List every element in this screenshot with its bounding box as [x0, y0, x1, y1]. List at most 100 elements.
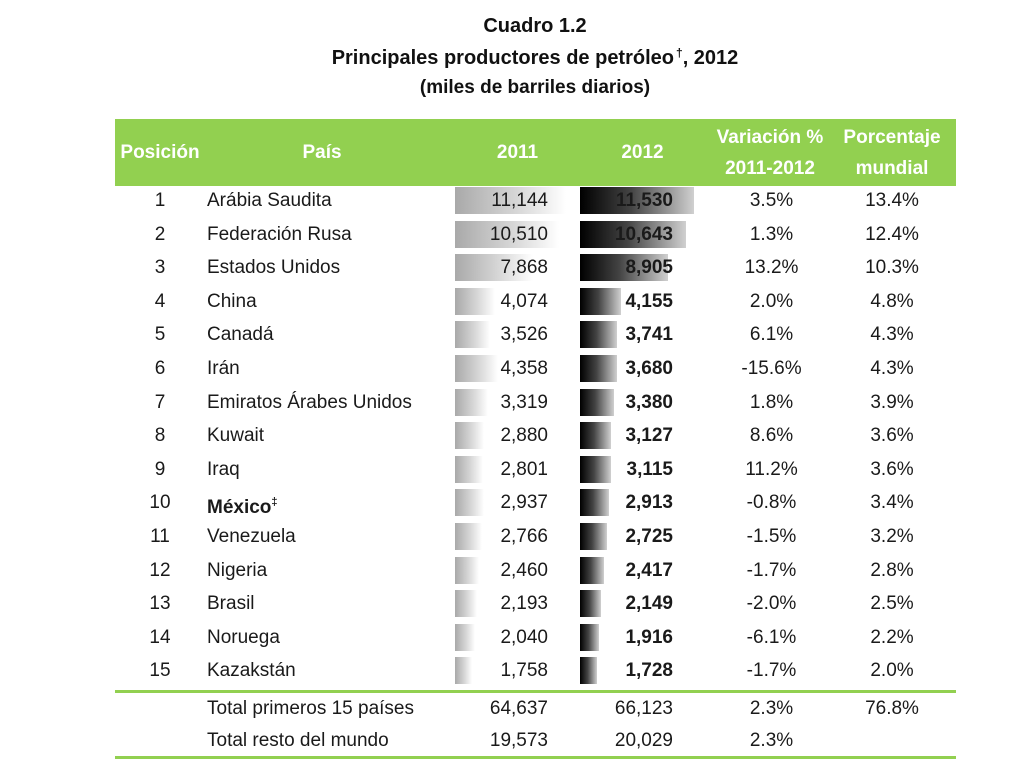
- cell-variacion: -1.7%: [746, 559, 797, 581]
- cell-2012-value: 3,127: [625, 425, 673, 447]
- cell-pais-text: Iraq: [207, 458, 240, 480]
- cell-pais-text: Emiratos Árabes Unidos: [207, 391, 412, 413]
- cell-posicion: 14: [149, 626, 171, 648]
- cell-pais: Iraq: [207, 453, 527, 486]
- databar-2012: [580, 489, 609, 517]
- table-row: 4 China 4,074 4,155 2.0% 4.8%: [115, 285, 956, 318]
- table-header: Posición País 2011 2012 Variación % 2011-…: [115, 119, 956, 186]
- cell-2012: 3,115: [580, 453, 695, 486]
- cell-2011-value: 4,074: [500, 290, 548, 312]
- cell-pais: Arábia Saudita: [207, 184, 527, 217]
- totals-porcentaje: [828, 725, 956, 757]
- cell-2012-value: 10,643: [614, 223, 673, 245]
- cell-2011-value: 3,319: [500, 391, 548, 413]
- cell-pais: Nigeria: [207, 554, 527, 587]
- table-row: 13 Brasil 2,193 2,149 -2.0% 2.5%: [115, 587, 956, 620]
- cell-pais: Kuwait: [207, 419, 527, 452]
- table-row: 5 Canadá 3,526 3,741 6.1% 4.3%: [115, 318, 956, 351]
- cell-2011: 2,766: [455, 520, 570, 553]
- cell-pais: Kazakstán: [207, 654, 527, 687]
- cell-2012: 2,149: [580, 587, 695, 620]
- totals-2012: 66,123: [614, 698, 673, 719]
- table-title-year: , 2012: [682, 47, 739, 69]
- cell-posicion: 11: [150, 526, 170, 547]
- cell-2012-value: 1,728: [625, 660, 673, 682]
- databar-2012: [580, 287, 622, 315]
- double-dagger-footnote-mark: ‡: [271, 496, 278, 509]
- cell-2012: 2,417: [580, 554, 695, 587]
- databar-2012: [580, 388, 614, 416]
- cell-2011: 3,526: [455, 318, 570, 351]
- cell-2012-value: 2,725: [625, 526, 673, 547]
- cell-2011-value: 2,766: [500, 526, 548, 547]
- databar-2012: [580, 657, 598, 685]
- table-units: (miles de barriles diarios): [419, 77, 651, 98]
- cell-2011: 4,074: [455, 285, 570, 318]
- cell-porcentaje: 4.8%: [870, 290, 914, 312]
- cell-posicion: 6: [154, 358, 166, 379]
- databar-2012: [580, 321, 618, 349]
- totals-porcentaje: 76.8%: [865, 698, 919, 719]
- cell-variacion: 3.5%: [749, 190, 794, 211]
- databar-2012: [580, 556, 604, 584]
- cell-pais: Brasil: [207, 587, 527, 620]
- databar-2011: [455, 523, 483, 550]
- cell-2012-value: 1,916: [625, 626, 673, 648]
- totals-label: Total primeros 15 países: [207, 698, 414, 719]
- cell-pais-text: México: [207, 497, 272, 519]
- cell-2011: 2,193: [455, 587, 570, 620]
- cell-pais-text: China: [207, 290, 257, 312]
- table-number: Cuadro 1.2: [483, 15, 587, 37]
- cell-2011-value: 2,937: [500, 492, 548, 514]
- databar-2011: [455, 455, 483, 483]
- dagger-footnote-mark: †: [676, 46, 683, 60]
- cell-2012: 3,127: [580, 419, 695, 452]
- totals-variacion: 2.3%: [749, 698, 794, 719]
- databar-2011: [455, 321, 490, 349]
- table-row: 15 Kazakstán 1,758 1,728 -1.7% 2.0%: [115, 654, 956, 687]
- cell-pais: Emiratos Árabes Unidos: [207, 386, 527, 419]
- cell-2012-value: 4,155: [625, 290, 673, 312]
- cell-posicion: 9: [154, 458, 166, 480]
- cell-posicion: 10: [149, 492, 171, 514]
- cell-porcentaje: 2.2%: [870, 626, 914, 648]
- cell-2011-value: 2,040: [500, 626, 548, 648]
- cell-2012: 11,530: [580, 184, 695, 217]
- table-row: 9 Iraq 2,801 3,115 11.2% 3.6%: [115, 453, 956, 486]
- cell-2011: 4,358: [455, 352, 570, 385]
- cell-pais-text: Federación Rusa: [207, 223, 352, 245]
- cell-pais: Noruega: [207, 621, 527, 654]
- header-variacion-line2: 2011-2012: [725, 157, 815, 179]
- cell-posicion: 1: [154, 190, 166, 211]
- cell-2011: 2,040: [455, 621, 570, 654]
- cell-2012: 8,905: [580, 251, 695, 284]
- cell-pais: China: [207, 285, 527, 318]
- cell-2011-value: 11,144: [491, 190, 548, 211]
- cell-porcentaje: 3.6%: [870, 458, 914, 480]
- totals-bottom-rule: [115, 756, 956, 759]
- cell-2012: 2,913: [580, 486, 695, 519]
- cell-2011-value: 4,358: [500, 358, 548, 379]
- cell-2011-value: 2,460: [500, 559, 548, 581]
- cell-variacion: 1.3%: [749, 223, 794, 245]
- header-posicion: Posición: [120, 142, 200, 163]
- table-row: 11 Venezuela 2,766 2,725 -1.5% 3.2%: [115, 520, 956, 553]
- cell-posicion: 8: [154, 425, 166, 447]
- databar-2012: [580, 254, 669, 282]
- cell-porcentaje: 3.4%: [870, 492, 914, 514]
- cell-2012-value: 2,149: [625, 593, 673, 615]
- table-row: 10 México‡ 2,937 2,913 -0.8% 3.4%: [115, 486, 956, 519]
- table-title-text: Principales productores de petróleo: [331, 47, 674, 69]
- cell-2011-value: 2,193: [500, 593, 548, 615]
- table-row: 6 Irán 4,358 3,680 -15.6% 4.3%: [115, 352, 956, 385]
- databar-2011: [455, 388, 488, 416]
- cell-2011: 3,319: [455, 386, 570, 419]
- cell-2011: 11,144: [455, 184, 570, 217]
- table-row: 14 Noruega 2,040 1,916 -6.1% 2.2%: [115, 621, 956, 654]
- cell-2011: 10,510: [455, 218, 570, 251]
- cell-porcentaje: 3.9%: [870, 391, 914, 413]
- cell-pais-text: Brasil: [207, 593, 255, 615]
- table-row: 8 Kuwait 2,880 3,127 8.6% 3.6%: [115, 419, 956, 452]
- cell-posicion: 4: [154, 290, 166, 312]
- cell-porcentaje: 12.4%: [865, 223, 919, 245]
